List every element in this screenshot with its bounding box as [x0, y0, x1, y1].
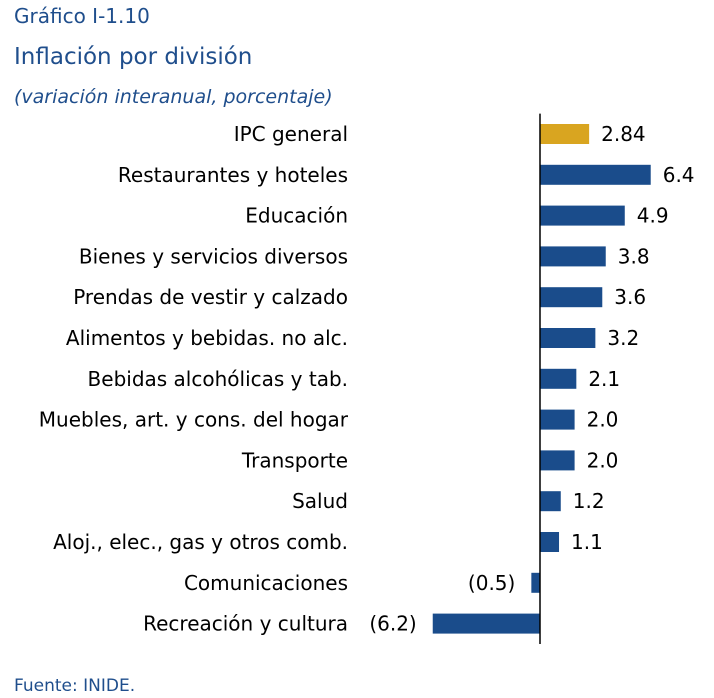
- bar: [540, 124, 590, 144]
- value-label: (0.5): [468, 571, 515, 595]
- value-label: 2.1: [588, 367, 620, 391]
- category-label: Educación: [245, 204, 348, 228]
- category-label: Prendas de vestir y calzado: [73, 285, 348, 309]
- bar: [540, 246, 606, 267]
- category-label: Muebles, art. y cons. del hogar: [39, 408, 349, 432]
- value-label: 3.2: [607, 326, 639, 350]
- bar-chart: IPC general 2.84 Restaurantes y hoteles 6.4…: [39, 113, 695, 644]
- category-label: Salud: [292, 489, 348, 513]
- bar: [540, 328, 596, 348]
- category-label: Bienes y servicios diversos: [79, 244, 348, 268]
- bar: [540, 368, 577, 389]
- bar: [540, 205, 625, 226]
- value-label: 6.4: [663, 163, 695, 187]
- bar: [540, 287, 603, 308]
- value-label: 2.84: [601, 122, 646, 146]
- source-note: Fuente: INIDE.: [14, 676, 136, 696]
- chart-subtitle: (variación interanual, porcentaje): [14, 86, 333, 108]
- category-label: Restaurantes y hoteles: [118, 163, 348, 187]
- bar: [540, 491, 561, 512]
- bar: [540, 450, 575, 471]
- value-label: 2.0: [587, 448, 619, 472]
- bar: [540, 164, 651, 185]
- chart-title: Inflación por división: [14, 44, 253, 70]
- value-label: 1.1: [571, 530, 603, 554]
- category-label: Recreación y cultura: [143, 612, 348, 636]
- bar: [432, 613, 540, 634]
- category-label: Comunicaciones: [184, 571, 348, 595]
- value-label: 1.2: [573, 489, 605, 513]
- category-label: IPC general: [234, 122, 348, 146]
- chart-label: Gráfico I-1.10: [14, 4, 150, 28]
- value-label: 3.6: [614, 285, 646, 309]
- value-label: (6.2): [369, 612, 416, 636]
- value-label: 4.9: [637, 204, 669, 228]
- bar: [540, 409, 575, 430]
- value-label: 3.8: [618, 244, 650, 268]
- bar: [531, 572, 540, 593]
- value-label: 2.0: [587, 408, 619, 432]
- category-label: Transporte: [241, 448, 348, 472]
- category-label: Bebidas alcohólicas y tab.: [88, 367, 348, 391]
- bar: [540, 532, 560, 552]
- category-label: Aloj., elec., gas y otros comb.: [53, 530, 348, 554]
- category-label: Alimentos y bebidas. no alc.: [66, 326, 348, 350]
